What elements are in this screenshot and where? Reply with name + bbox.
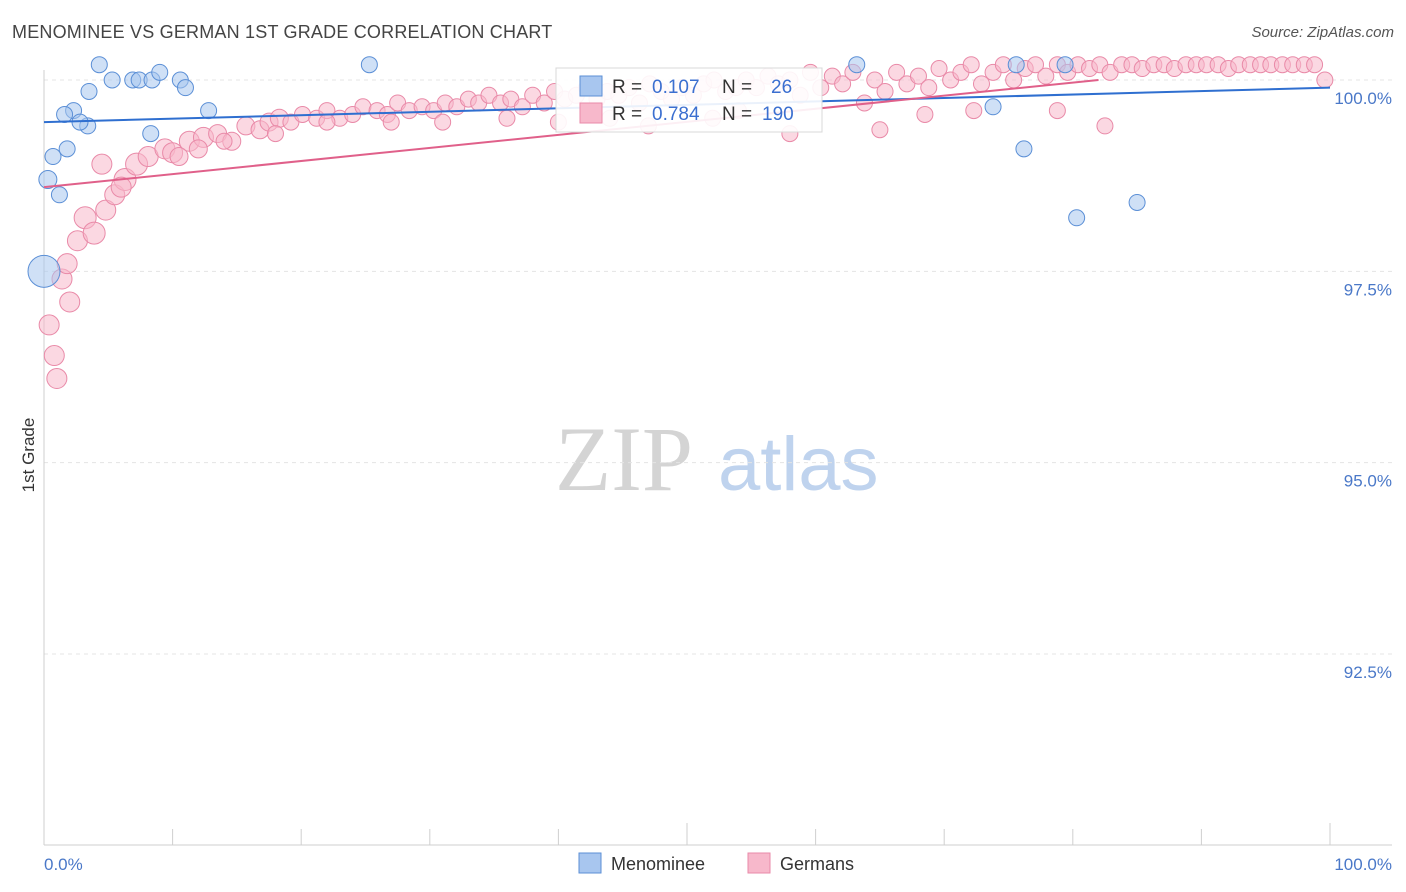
germans-point-6 — [82, 221, 106, 245]
germans-point-75 — [866, 71, 884, 89]
menominee-point-6 — [103, 71, 121, 89]
x-tick-label-left: 0.0% — [44, 855, 83, 874]
y-tick-labels: 100.0% 97.5% 95.0% 92.5% — [1334, 89, 1392, 682]
germans-point-137 — [110, 176, 132, 198]
stats-box: R = 0.107 N = 26 R = 0.784 N = 190 — [555, 67, 823, 133]
germans-point-121 — [965, 102, 983, 120]
source-credit: Source: ZipAtlas.com — [1251, 24, 1394, 41]
stats-r-label-germans: R = — [612, 104, 642, 125]
x-ticks — [43, 823, 1331, 845]
stats-swatch-germans — [579, 102, 603, 124]
stats-r-value-menominee: 0.107 — [652, 77, 700, 98]
menominee-point-10 — [90, 56, 108, 74]
stats-r-value-germans: 0.784 — [652, 104, 700, 125]
menominee-point-14 — [176, 79, 194, 97]
menominee-point-0 — [38, 169, 58, 189]
germans-point-138 — [91, 153, 113, 175]
menominee-point-19 — [360, 56, 378, 74]
legend-swatch-germans — [747, 852, 771, 874]
chart-title: MENOMINEE VS GERMAN 1ST GRADE CORRELATIO… — [12, 22, 553, 42]
menominee-point-26 — [1128, 193, 1146, 211]
germans-point-28 — [354, 98, 372, 116]
stats-n-value-germans: 190 — [762, 104, 794, 125]
menominee-point-16 — [56, 105, 74, 123]
germans-point-1 — [43, 345, 65, 367]
germans-point-77 — [888, 63, 906, 81]
germans-point-122 — [1048, 102, 1066, 120]
axes — [43, 70, 1392, 846]
y-tick-label-2: 95.0% — [1344, 472, 1392, 491]
germans-point-84 — [962, 56, 980, 74]
menominee-point-21 — [1007, 56, 1025, 74]
germans-point-130 — [434, 113, 452, 131]
menominee-point-12 — [151, 63, 169, 81]
germans-point-135 — [169, 147, 189, 167]
germans-point-76 — [876, 82, 894, 100]
menominee-point-1 — [50, 186, 68, 204]
menominee-point-22 — [1056, 56, 1074, 74]
y-axis-label: 1st Grade — [19, 418, 38, 493]
stats-swatch-menominee — [579, 75, 603, 97]
germans-point-91 — [1037, 67, 1055, 85]
germans-point-136 — [188, 139, 208, 159]
stats-n-label-germans: N = — [722, 104, 752, 125]
menominee-point-25 — [1068, 209, 1086, 227]
stats-n-value-menominee: 26 — [771, 77, 792, 98]
germans-point-116 — [1306, 56, 1324, 74]
germans-point-120 — [916, 105, 934, 123]
menominee-point-24 — [1015, 140, 1033, 158]
menominee-point-2 — [44, 148, 62, 166]
x-tick-label-right: 100.0% — [1334, 855, 1392, 874]
germans-trend-line — [43, 79, 1099, 189]
watermark-atlas: atlas — [718, 422, 879, 507]
germans-point-0 — [38, 314, 60, 336]
menominee-point-3 — [58, 140, 76, 158]
germans-point-140 — [46, 367, 68, 389]
germans-point-129 — [498, 109, 516, 127]
watermark: ZIP atlas — [555, 408, 879, 510]
stats-n-label-menominee: N = — [722, 77, 752, 98]
menominee-point-18 — [200, 102, 218, 120]
legend-label-menominee: Menominee — [611, 854, 705, 874]
germans-point-42 — [513, 98, 531, 116]
germans-point-139 — [59, 291, 81, 313]
germans-point-79 — [909, 67, 927, 85]
germans-point-132 — [318, 113, 336, 131]
legend-swatch-menominee — [578, 852, 602, 874]
legend-label-germans: Germans — [780, 854, 854, 874]
germans-point-123 — [1096, 117, 1114, 135]
stats-r-label-menominee: R = — [612, 77, 642, 98]
legend: Menominee Germans — [578, 852, 854, 874]
menominee-point-15 — [142, 125, 160, 143]
germans-point-117 — [1316, 71, 1334, 89]
y-tick-label-1: 97.5% — [1344, 280, 1392, 299]
germans-point-131 — [382, 113, 400, 131]
y-tick-label-0: 100.0% — [1334, 89, 1392, 108]
menominee-point-23 — [984, 98, 1002, 116]
germans-point-44 — [535, 94, 553, 112]
germans-point-80 — [920, 79, 938, 97]
germans-point-134 — [215, 132, 233, 150]
germans-point-81 — [930, 60, 948, 78]
germans-point-119 — [871, 121, 889, 139]
menominee-point-20 — [848, 56, 866, 74]
menominee-point-9 — [80, 82, 98, 100]
watermark-zip: ZIP — [555, 408, 693, 510]
menominee-point-27 — [27, 254, 61, 288]
germans-point-133 — [266, 125, 284, 143]
germans-point-72 — [834, 75, 852, 93]
germans-point-90 — [1027, 56, 1045, 74]
y-tick-label-3: 92.5% — [1344, 663, 1392, 682]
